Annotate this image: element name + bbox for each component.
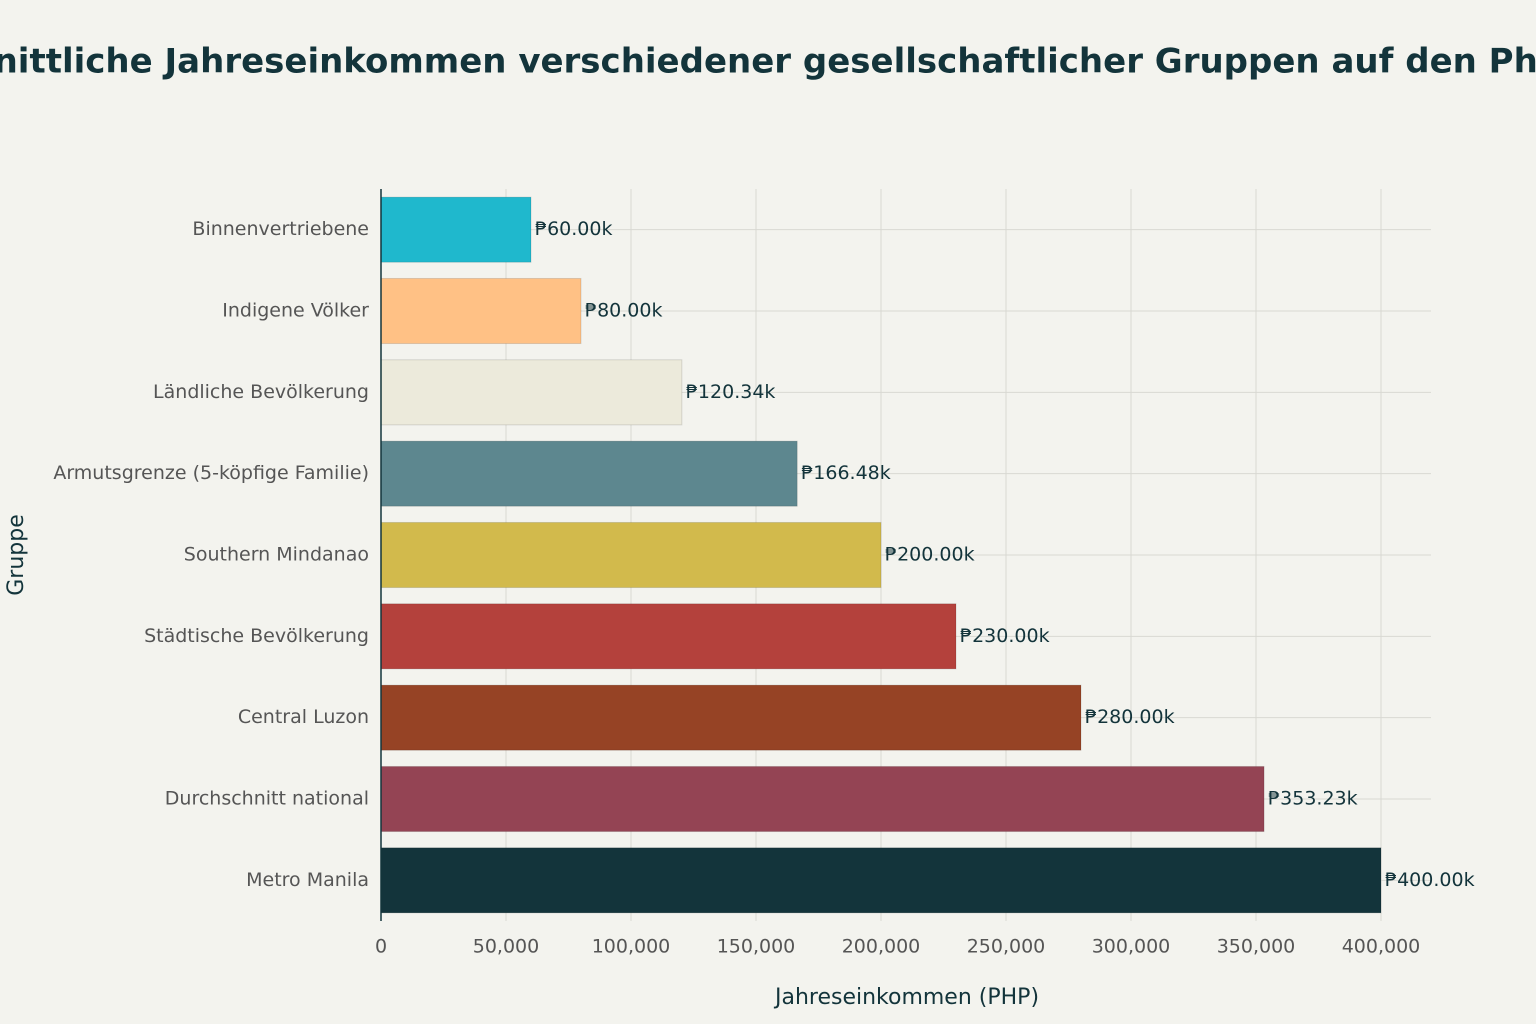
y-tick-label: Binnenvertriebene bbox=[192, 218, 369, 240]
x-tick-label: 200,000 bbox=[842, 936, 921, 958]
x-tick-label: 250,000 bbox=[967, 936, 1046, 958]
bar bbox=[380, 440, 798, 507]
bar bbox=[380, 521, 882, 589]
value-label: ₱200.00k bbox=[885, 544, 975, 566]
value-label: ₱60.00k bbox=[535, 218, 612, 240]
y-tick-label: Metro Manila bbox=[246, 869, 369, 891]
y-tick-label: Armutsgrenze (5-köpfige Familie) bbox=[53, 462, 369, 484]
y-tick-label: Southern Mindanao bbox=[184, 544, 369, 566]
y-tick-label: Städtische Bevölkerung bbox=[144, 625, 369, 647]
x-tick-label: 0 bbox=[375, 936, 387, 958]
x-tick-label: 300,000 bbox=[1092, 936, 1171, 958]
x-tick-label: 400,000 bbox=[1342, 936, 1421, 958]
chart-title: Durchschnittliche Jahreseinkommen versch… bbox=[0, 42, 1536, 82]
value-label: ₱166.48k bbox=[801, 462, 891, 484]
bar bbox=[380, 765, 1265, 833]
x-axis-label: Jahreseinkommen (PHP) bbox=[773, 985, 1039, 1010]
value-label: ₱280.00k bbox=[1085, 706, 1175, 728]
bar bbox=[380, 359, 683, 426]
y-tick-label: Ländliche Bevölkerung bbox=[153, 381, 369, 403]
bar bbox=[380, 603, 957, 670]
y-tick-label: Indigene Völker bbox=[222, 300, 369, 322]
value-label: ₱230.00k bbox=[960, 625, 1050, 647]
x-tick-label: 350,000 bbox=[1217, 936, 1296, 958]
x-tick-label: 100,000 bbox=[592, 936, 671, 958]
y-tick-label: Durchschnitt national bbox=[165, 788, 369, 810]
x-tick-label: 50,000 bbox=[473, 936, 539, 958]
y-axis-label: Gruppe bbox=[4, 514, 29, 596]
y-tick-label: Central Luzon bbox=[238, 706, 369, 728]
value-label: ₱353.23k bbox=[1268, 788, 1358, 810]
value-label: ₱400.00k bbox=[1385, 869, 1475, 891]
bar bbox=[380, 847, 1382, 914]
bar bbox=[380, 196, 532, 263]
bar bbox=[380, 277, 582, 345]
bar bbox=[380, 684, 1082, 751]
value-label: ₱80.00k bbox=[585, 300, 662, 322]
value-label: ₱120.34k bbox=[686, 381, 776, 403]
x-tick-label: 150,000 bbox=[717, 936, 796, 958]
